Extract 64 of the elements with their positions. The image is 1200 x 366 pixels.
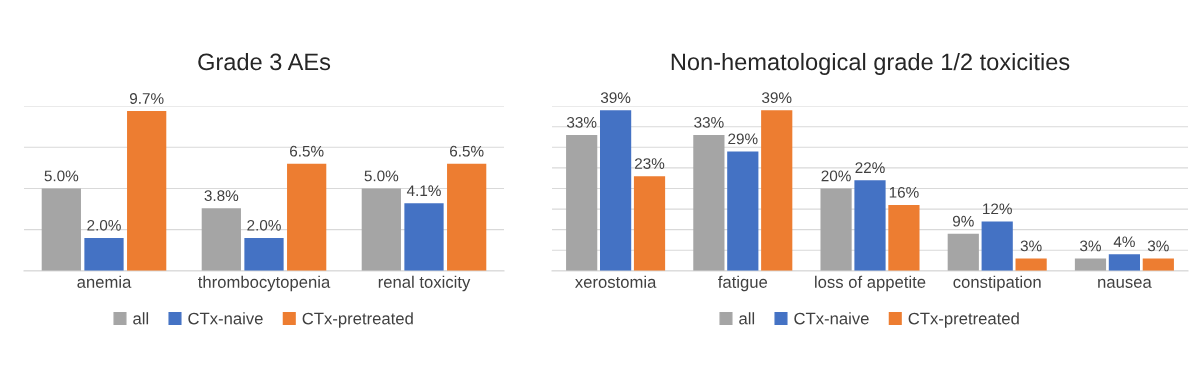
data-label: 12% xyxy=(983,203,1012,215)
bar xyxy=(361,188,401,271)
data-label: 4% xyxy=(1113,236,1135,248)
bar xyxy=(727,151,759,271)
bar xyxy=(84,237,124,271)
legend-label: all xyxy=(739,312,755,325)
x-tick-label: thrombocytopenia xyxy=(198,275,331,292)
chart-title: Grade 3 AEs xyxy=(198,52,331,71)
data-label: 20% xyxy=(821,170,851,182)
bar xyxy=(820,188,852,271)
data-label: 9.7% xyxy=(129,93,164,104)
x-tick-label: fatigue xyxy=(718,275,768,292)
data-label: 22% xyxy=(855,162,885,174)
data-label: 2.0% xyxy=(247,219,281,231)
legend-label: CTx-naive xyxy=(794,312,869,325)
data-label: 4.1% xyxy=(406,185,441,197)
bar xyxy=(888,204,920,271)
data-label: 3% xyxy=(1020,240,1042,252)
x-tick-label: anemia xyxy=(77,275,132,288)
x-tick-label: xerostomia xyxy=(575,275,657,288)
data-label: 16% xyxy=(889,186,919,198)
bar xyxy=(566,134,598,271)
bar xyxy=(1074,258,1107,271)
data-label: 23% xyxy=(635,158,665,169)
x-tick-label: nausea xyxy=(1098,278,1152,288)
data-label: 6.5% xyxy=(290,145,324,157)
bar xyxy=(1108,254,1140,271)
data-label: 9% xyxy=(952,215,974,227)
legend-label: CTx-pretreated xyxy=(908,312,1019,328)
bar xyxy=(633,176,666,271)
data-label: 3% xyxy=(1147,240,1169,252)
legend-label: CTx-naive xyxy=(188,312,263,325)
bar xyxy=(981,221,1013,271)
data-label: 5.0% xyxy=(364,170,399,182)
data-label: 29% xyxy=(728,133,758,145)
data-label: 6.5% xyxy=(450,145,484,157)
bar xyxy=(947,233,979,271)
bar xyxy=(447,163,487,271)
x-tick-label: constipation xyxy=(953,275,1041,292)
x-tick-label: loss of appetite xyxy=(815,275,926,292)
bar xyxy=(761,110,793,271)
data-label: 3% xyxy=(1080,240,1101,252)
bar xyxy=(1015,258,1047,271)
data-label: 3.8% xyxy=(204,190,239,202)
bar xyxy=(244,237,284,271)
bar xyxy=(1142,258,1174,271)
bar xyxy=(854,180,886,271)
data-label: 2.0% xyxy=(87,219,121,231)
data-label: 39% xyxy=(762,92,792,104)
bar xyxy=(404,203,444,271)
legend-label: CTx-pretreated xyxy=(302,312,413,328)
legend-label: all xyxy=(133,312,149,325)
bar xyxy=(693,134,725,271)
bar xyxy=(600,110,632,271)
x-tick-label: renal toxicity xyxy=(378,275,471,292)
bar xyxy=(287,163,327,271)
data-label: 33% xyxy=(694,116,724,128)
bar xyxy=(41,188,81,271)
chart-title: Non-hematological grade 1/2 toxicities xyxy=(671,52,1070,75)
data-label: 5.0% xyxy=(44,170,79,182)
bar xyxy=(127,111,167,271)
bar xyxy=(201,208,241,271)
data-label: 39% xyxy=(600,92,631,104)
data-label: 33% xyxy=(566,116,597,128)
